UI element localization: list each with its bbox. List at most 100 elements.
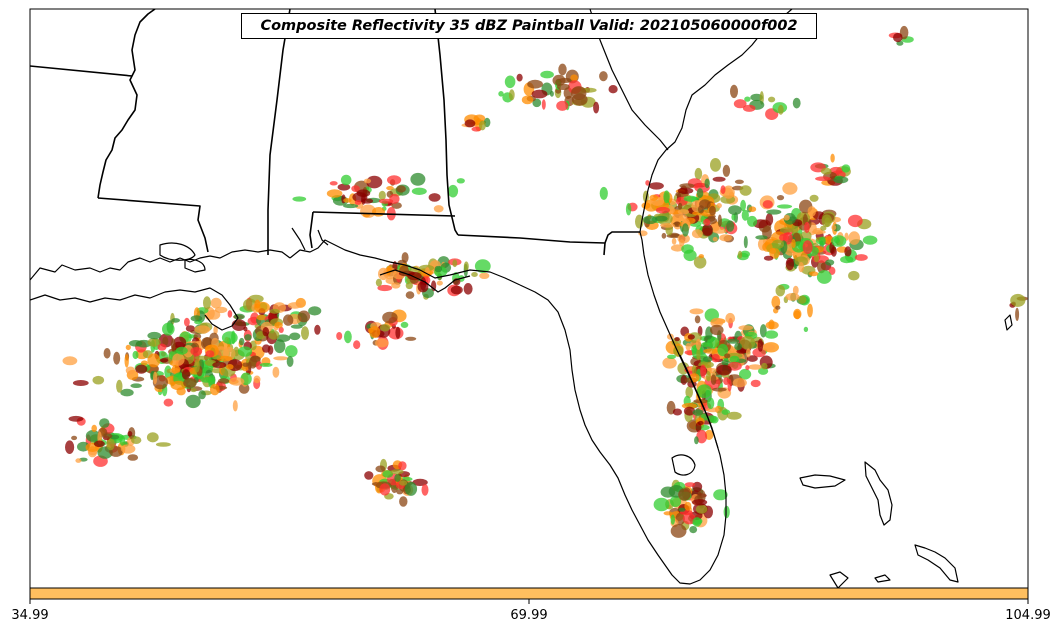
paintball-cell (768, 319, 775, 330)
paintball-cell (65, 440, 75, 455)
paintball-cell (400, 321, 409, 328)
paintball-cell (374, 338, 389, 348)
paintball-cell (181, 369, 191, 380)
paintball-cell (244, 334, 252, 341)
paintball-cell (683, 406, 696, 416)
paintball-cell (378, 198, 394, 204)
paintball-cell (723, 505, 730, 519)
paintball-cell (741, 209, 749, 221)
paintball-cell (147, 353, 161, 368)
paintball-cell (695, 338, 702, 350)
paintball-cell (287, 302, 302, 309)
paintball-cell (127, 431, 133, 437)
paintball-cell (755, 235, 768, 240)
paintball-cell (725, 312, 736, 324)
paintball-cell (394, 473, 401, 482)
paintball-cell (417, 281, 429, 293)
paintball-cell (775, 305, 781, 310)
paintball-cell (694, 167, 703, 180)
paintball-cell (698, 254, 704, 259)
paintball-cell (527, 79, 543, 89)
paintball-cell (411, 187, 427, 195)
paintball-cell (802, 240, 813, 255)
paintball-cell (120, 444, 136, 454)
paintball-cell (893, 32, 903, 43)
paintball-cell (825, 259, 835, 266)
paintball-cell (625, 203, 632, 216)
paintball-cell (709, 205, 716, 216)
paintball-cell (290, 324, 303, 329)
paintball-cell (693, 255, 707, 269)
paintball-cell (146, 432, 159, 443)
colorbar-tick-label-mid: 69.99 (510, 608, 548, 623)
paintball-cell (682, 512, 696, 525)
paintball-cell (1015, 307, 1020, 321)
paintball-cell (262, 327, 270, 337)
paintball-cell (301, 326, 309, 340)
paintball-cell (297, 310, 311, 323)
paintball-cell (712, 236, 718, 242)
paintball-cell (378, 190, 386, 201)
map-border (29, 8, 1029, 590)
paintball-cell (694, 436, 699, 445)
paintball-cell (344, 330, 352, 344)
paintball-cell (777, 104, 784, 115)
paintball-cell (369, 326, 381, 338)
paintball-cell (674, 221, 681, 226)
paintball-cell (556, 100, 569, 111)
paintball-cell (283, 314, 294, 326)
paintball-cell (608, 85, 618, 94)
paintball-cell (672, 408, 683, 416)
paintball-cell (729, 355, 740, 364)
paintball-cell (678, 507, 686, 512)
paintball-cell (405, 282, 413, 290)
paintball-cell (242, 362, 250, 367)
paintball-cell (792, 285, 799, 295)
paintball-cell (662, 357, 677, 369)
paintball-cell (720, 185, 726, 195)
paintball-cell (765, 213, 774, 226)
paintball-cell (170, 380, 187, 391)
paintball-cell (771, 295, 781, 309)
paintball-cell (696, 429, 708, 444)
paintball-cell (555, 88, 562, 94)
paintball-cell (745, 365, 750, 371)
paintball-cell (768, 96, 776, 103)
paintball-cell (798, 295, 807, 304)
paintball-cell (707, 336, 720, 349)
paintball-cell (783, 214, 790, 221)
paintball-cell (190, 315, 203, 322)
paintball-cell (739, 185, 752, 196)
paintball-cell (398, 461, 407, 471)
paintball-cell (382, 470, 394, 478)
paintball-cell (218, 378, 230, 384)
paintball-cell (175, 346, 188, 355)
paintball-cell (719, 234, 732, 242)
paintball-cell (645, 180, 650, 186)
paintball-cell (127, 454, 139, 461)
paintball-cell (456, 178, 465, 184)
paintball-cell (818, 236, 826, 246)
paintball-cell (353, 340, 361, 350)
paintball-cell (343, 203, 359, 209)
paintball-cell (677, 202, 683, 210)
paintball-cell (724, 353, 731, 359)
paintball-cell (155, 442, 171, 447)
paintball-cell (292, 196, 307, 202)
paintball-cell (391, 282, 401, 289)
paintball-cell (793, 310, 801, 320)
paintball-cell (190, 347, 203, 356)
paintball-cell (286, 356, 294, 367)
paintball-cell (170, 338, 176, 352)
paintball-cell (685, 342, 691, 351)
paintball-cell (364, 471, 374, 480)
paintball-cell (750, 379, 761, 388)
paintball-cell (336, 332, 343, 340)
paintball-cell (677, 209, 690, 215)
paintball-cell (710, 317, 724, 328)
paintball-cell (128, 340, 143, 347)
paintball-cell (710, 158, 721, 172)
paintball-cell (516, 73, 523, 82)
paintball-cell (667, 354, 676, 359)
paintball-cell (326, 189, 343, 198)
